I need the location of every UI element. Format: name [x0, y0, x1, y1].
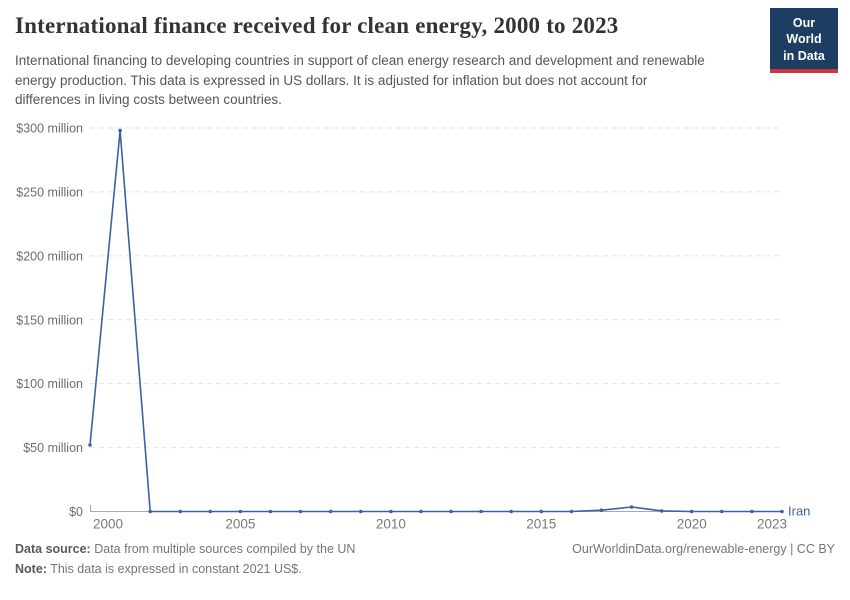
- x-axis-tick-label: 2000: [93, 517, 123, 532]
- series-label[interactable]: Iran: [788, 504, 810, 519]
- data-point[interactable]: [449, 509, 453, 514]
- data-point[interactable]: [389, 509, 393, 514]
- footer-source-label: Data source:: [15, 542, 91, 556]
- owid-logo-line1: Our World: [786, 16, 822, 47]
- data-point[interactable]: [419, 509, 423, 514]
- data-point[interactable]: [780, 509, 784, 514]
- data-point[interactable]: [750, 509, 754, 514]
- data-point[interactable]: [479, 509, 483, 514]
- series-line[interactable]: [89, 129, 782, 513]
- data-point[interactable]: [238, 509, 243, 514]
- y-axis-tick-label: $250 million: [16, 185, 83, 199]
- data-point[interactable]: [298, 509, 303, 514]
- data-point[interactable]: [359, 509, 363, 514]
- footer-note-label: Note:: [15, 562, 47, 576]
- data-point[interactable]: [118, 128, 122, 133]
- data-point[interactable]: [148, 509, 152, 514]
- data-point[interactable]: [88, 443, 92, 447]
- y-axis-tick-label: $150 million: [16, 313, 83, 327]
- x-axis-tick-label: 2005: [225, 517, 255, 532]
- footer-note-text: This data is expressed in constant 2021 …: [50, 562, 302, 576]
- footer-data-source: Data source: Data from multiple sources …: [15, 542, 355, 556]
- x-axis-tick-label: 2020: [677, 517, 707, 532]
- y-axis-tick-label: $0: [69, 505, 83, 519]
- data-point[interactable]: [208, 509, 213, 514]
- footer-source-text: Data from multiple sources compiled by t…: [94, 542, 356, 556]
- line-chart: $0 $50 million $100 million $150 million $20…: [16, 122, 810, 532]
- x-axis-tick-label: 2010: [376, 517, 406, 532]
- y-axis-tick-label: $200 million: [16, 249, 83, 263]
- footer-license-link[interactable]: OurWorldinData.org/renewable-energy | CC…: [572, 542, 835, 556]
- data-point[interactable]: [268, 509, 273, 514]
- data-point[interactable]: [178, 509, 183, 514]
- data-point[interactable]: [629, 505, 634, 509]
- y-axis-tick-label: $100 million: [16, 377, 83, 391]
- owid-logo[interactable]: Our World in Data: [770, 8, 838, 73]
- x-axis-tick-label: 2015: [526, 517, 556, 532]
- x-axis-tick-label: 2023: [757, 517, 787, 532]
- footer-note: Note: This data is expressed in constant…: [15, 562, 302, 576]
- chart-title: International finance received for clean…: [15, 13, 619, 38]
- y-axis-tick-label: $300 million: [16, 122, 83, 136]
- owid-logo-line2: in Data: [783, 48, 825, 63]
- data-point[interactable]: [659, 509, 664, 513]
- data-point[interactable]: [569, 509, 574, 514]
- data-point[interactable]: [720, 509, 724, 514]
- y-axis-tick-label: $50 million: [23, 441, 83, 455]
- chart-subtitle: International financing to developing co…: [15, 53, 705, 108]
- data-point[interactable]: [689, 509, 694, 514]
- data-point[interactable]: [599, 508, 604, 512]
- data-point[interactable]: [539, 509, 544, 514]
- data-point[interactable]: [509, 509, 513, 514]
- data-point[interactable]: [328, 509, 333, 514]
